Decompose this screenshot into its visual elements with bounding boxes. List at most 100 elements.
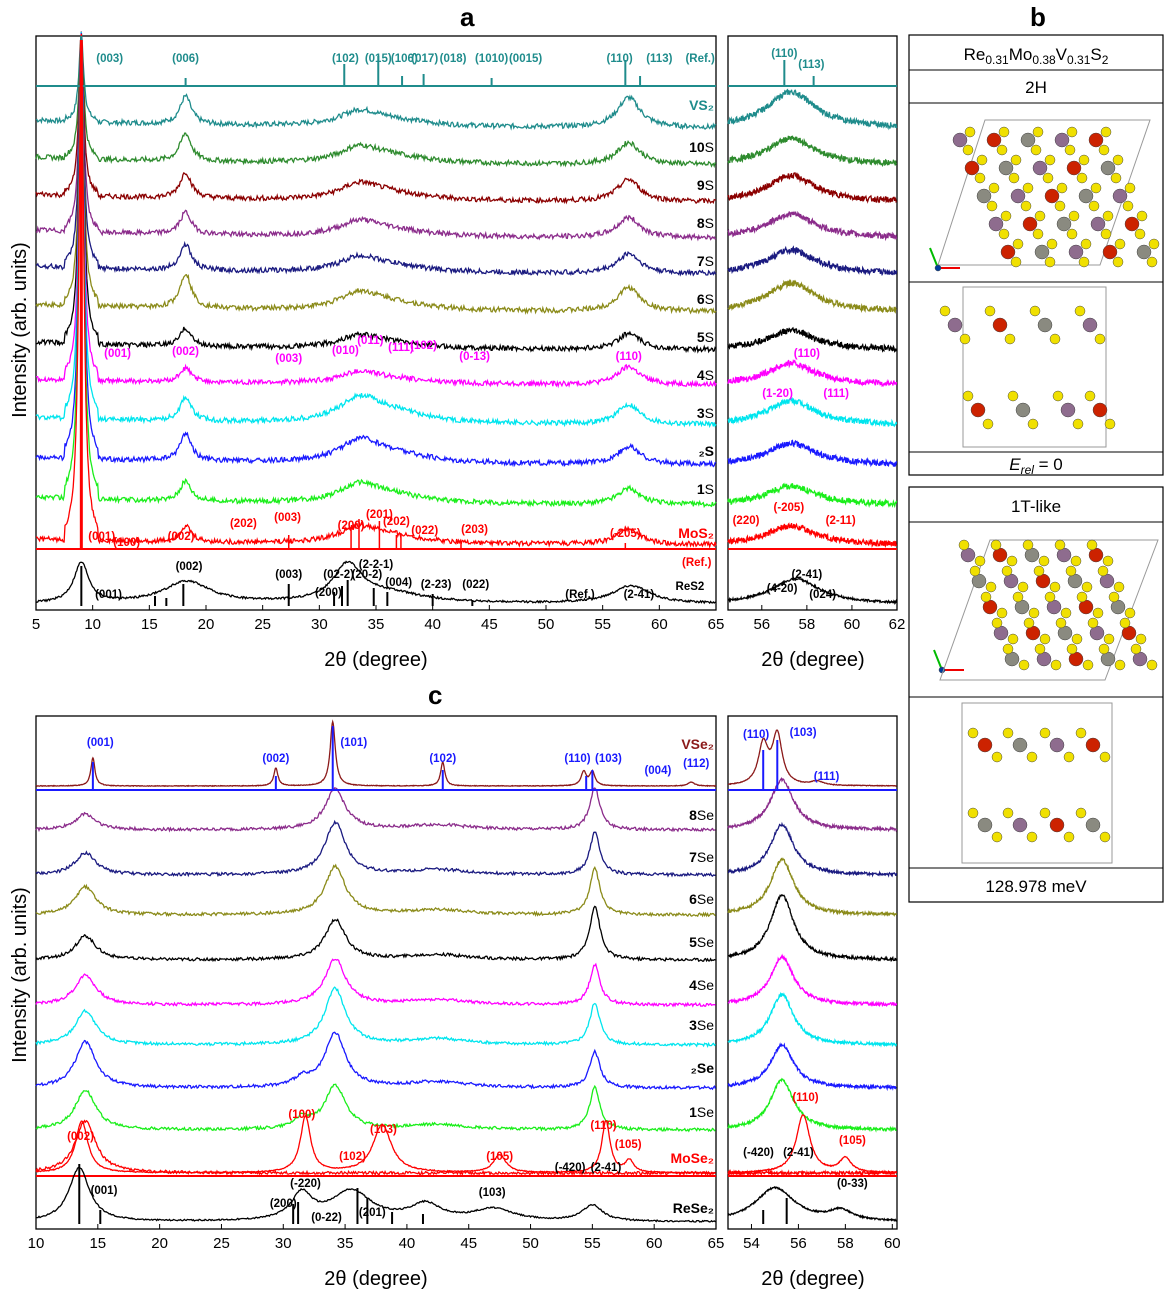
sulfur-atom — [1034, 643, 1046, 655]
metal-atom — [988, 216, 1004, 232]
plot-frame-a-zoom — [727, 35, 898, 611]
series-name-ReSe2: ReSe₂ — [673, 1200, 714, 1216]
peak-label-res2: (200) — [315, 587, 342, 599]
structure-panel: Re0.31Mo0.38V0.31S2 2H Erel = 0 1T-like … — [908, 34, 1164, 903]
sulfur-atom — [1148, 238, 1160, 250]
a-main-x-tick-label: 55 — [594, 616, 611, 633]
sulfur-atom — [1146, 659, 1158, 671]
series-name-4Se: 4Se — [689, 977, 714, 993]
series-name-VS2: VS₂ — [689, 97, 714, 113]
sulfur-atom — [1112, 256, 1124, 268]
sulfur-atom — [1090, 182, 1102, 194]
metal-atom — [1032, 160, 1048, 176]
sulfur-atom — [1054, 200, 1066, 212]
c-main-x-tick-label: 35 — [337, 1235, 354, 1252]
metal-atom — [1085, 817, 1101, 833]
peak-label-mos2: (022) — [411, 525, 438, 537]
sulfur-atom — [1006, 555, 1018, 567]
series-line-1Se — [35, 1083, 716, 1133]
peak-label-mos2: (100) — [113, 537, 140, 549]
sulfur-atom — [1070, 555, 1082, 567]
sulfur-atom — [1114, 659, 1126, 671]
peak-label-vse2-zoom: (110) — [743, 729, 769, 741]
series-line-VS2 — [35, 32, 717, 131]
sulfur-atom — [962, 390, 974, 402]
sulfur-atom — [1010, 154, 1022, 166]
plot-frame-c-zoom — [727, 715, 898, 1230]
side-cell-outline — [962, 286, 1107, 448]
sulfur-atom — [1071, 633, 1083, 645]
series-name-8Se: 8Se — [689, 807, 714, 823]
metal-atom — [1078, 188, 1094, 204]
metal-atom — [1088, 132, 1104, 148]
peak-label-vse2-zoom: (103) — [790, 727, 817, 739]
series-line-zoom-MoSe2 — [727, 1169, 898, 1177]
metal-atom — [998, 160, 1014, 176]
peak-label-4s: (011) — [357, 335, 383, 347]
sulfur-atom — [1012, 238, 1024, 250]
peak-label-vs2: (003) — [96, 53, 123, 65]
peak-label-vse2: (101) — [340, 737, 367, 749]
c-main-x-tick-label: 30 — [275, 1235, 292, 1252]
metal-atom — [1015, 402, 1031, 418]
metal-atom — [1022, 216, 1038, 232]
series-line-zoom-7Se — [727, 821, 898, 878]
sulfur-atom — [1039, 807, 1051, 819]
sulfur-atom — [1044, 154, 1056, 166]
sulfur-atom — [1018, 659, 1030, 671]
series-name-1Se: 1Se — [689, 1104, 714, 1120]
sulfur-atom — [939, 305, 951, 317]
sulfur-atom — [982, 418, 994, 430]
peak-label-res2: (003) — [275, 569, 302, 581]
metal-atom — [964, 160, 980, 176]
peak-label-mose2: (102) — [339, 1151, 366, 1163]
sulfur-atom — [1092, 607, 1104, 619]
sulfur-atom — [1066, 228, 1078, 240]
peak-label-res2-zoom: (024) — [809, 589, 836, 601]
panel-letter-a: a — [460, 2, 475, 32]
energy-label-1t: 128.978 meV — [985, 877, 1087, 896]
sulfur-atom — [1076, 591, 1088, 603]
peak-label-vs2: (Ref.) — [685, 53, 715, 65]
sulfur-atom — [1080, 238, 1092, 250]
sulfur-atom — [1028, 607, 1040, 619]
sulfur-atom — [1000, 210, 1012, 222]
sulfur-atom — [1063, 751, 1075, 763]
peak-label-mos2: (002) — [168, 531, 195, 543]
metal-atom — [1136, 244, 1152, 260]
peak-label-rese2-zoom: (2-41) — [783, 1147, 814, 1159]
metal-atom — [977, 737, 993, 753]
sulfur-atom — [990, 539, 1002, 551]
peak-label-res2: (2-2-1) — [359, 559, 394, 571]
series-line-10S — [35, 33, 717, 169]
series-name-VSe2: VSe₂ — [681, 736, 714, 752]
sulfur-atom — [1074, 305, 1086, 317]
sulfur-atom — [1056, 182, 1068, 194]
peak-label-4s-zoom: (110) — [794, 348, 820, 360]
c-zoom-x-tick-label: 54 — [743, 1235, 760, 1252]
series-name-MoS2: MoS₂ — [678, 525, 714, 541]
sulfur-atom — [1026, 831, 1038, 843]
series-line-5Se — [35, 905, 716, 963]
c-main-x-tick-label: 15 — [89, 1235, 106, 1252]
peak-label-vse2: (110) — [564, 753, 590, 765]
peak-label-vs2-zoom: (113) — [798, 59, 824, 71]
series-line-zoom-4S — [727, 358, 898, 388]
sulfur-atom — [1065, 565, 1077, 577]
sulfur-atom — [1086, 539, 1098, 551]
peak-label-vse2: (002) — [262, 753, 289, 765]
sulfur-atom — [1029, 305, 1041, 317]
sulfur-atom — [991, 617, 1003, 629]
peak-label-rese2: (200) — [270, 1198, 297, 1210]
peak-label-4s: (003) — [275, 353, 302, 365]
series-name-3S: 3S — [697, 405, 714, 421]
series-line-zoom-2Se — [727, 1042, 897, 1092]
peak-label-res2: (2-41) — [624, 589, 655, 601]
sulfur-atom — [1020, 200, 1032, 212]
sulfur-atom — [1063, 831, 1075, 843]
series-line-ReSe2-zoom — [727, 1185, 898, 1223]
a-main-x-tick-label: 45 — [481, 616, 498, 633]
sulfur-atom — [1044, 591, 1056, 603]
sulfur-atom — [1042, 172, 1054, 184]
peak-label-vse2-zoom: (111) — [814, 771, 840, 783]
